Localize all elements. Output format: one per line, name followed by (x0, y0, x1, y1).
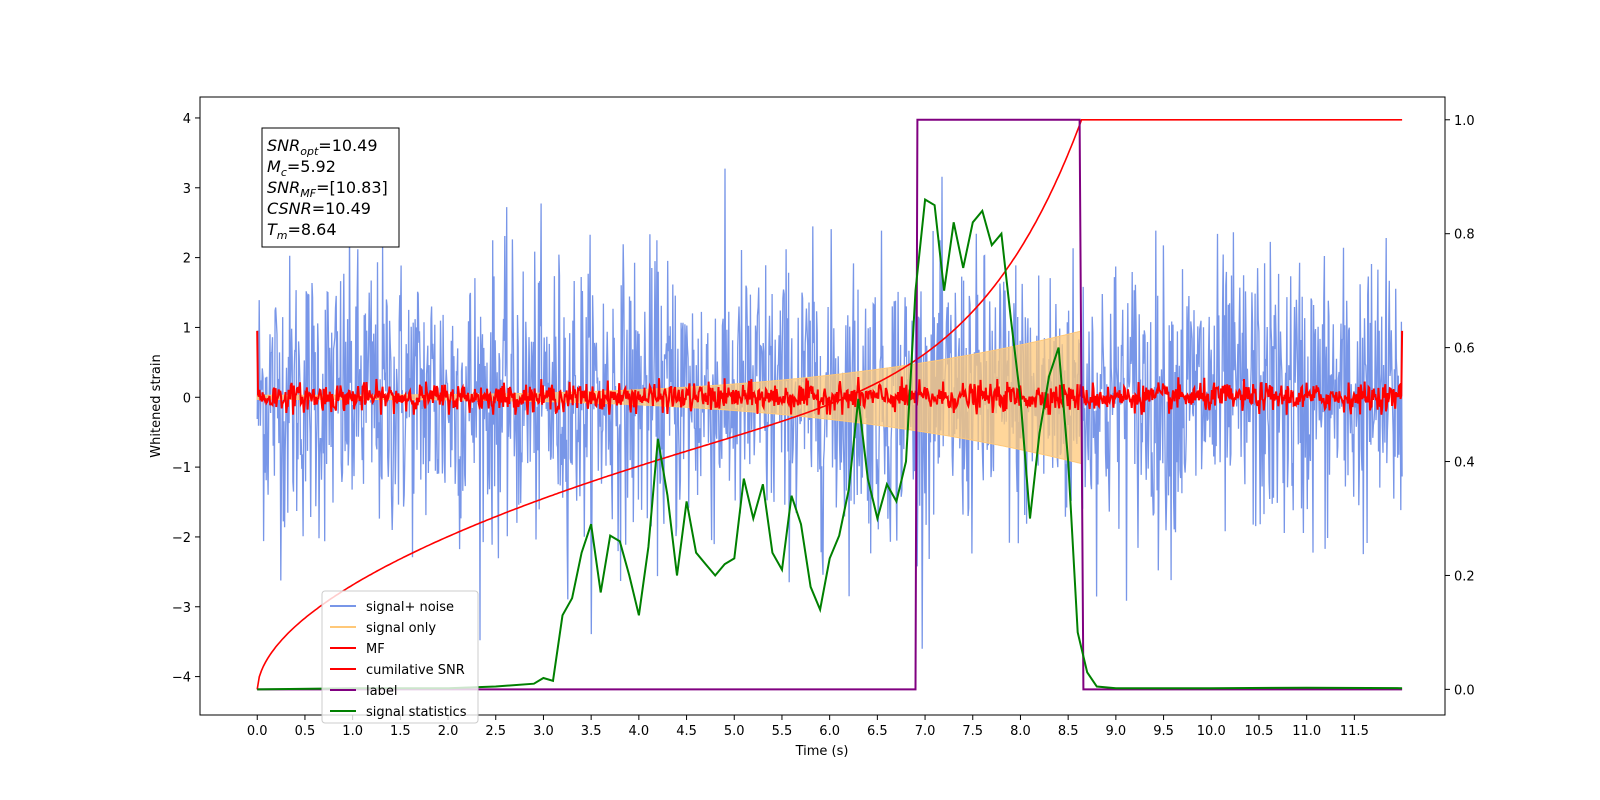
y-tick-label: 2 (183, 252, 191, 267)
x-tick-label: 9.0 (1106, 724, 1127, 739)
series-signal-statistics (257, 197, 1403, 691)
y-tick-label: −2 (172, 531, 191, 546)
y-tick-label: 4 (183, 112, 191, 127)
stat-line: SNRopt=10.49 (267, 136, 378, 158)
x-tick-label: 11.5 (1340, 724, 1369, 739)
stats-box: SNRopt=10.49Mc=5.92SNRMF=[10.83]CSNR=10.… (261, 127, 400, 248)
legend: signal+ noise signal only MF cumilative SNR… (321, 590, 479, 724)
legend-label: label (366, 684, 397, 699)
x-tick-label: 8.0 (1010, 724, 1031, 739)
y-tick-label: −4 (172, 671, 191, 686)
x-axis: 0.0 0.5 1.0 1.5 2.0 2.5 3.0 3.5 4.0 4.5 5.0 5.5 6.0 6… (247, 715, 1369, 739)
x-tick-label: 2.0 (438, 724, 459, 739)
x-tick-label: 3.0 (533, 724, 554, 739)
legend-label: MF (366, 642, 385, 657)
x-tick-label: 9.5 (1153, 724, 1174, 739)
legend-label: signal only (366, 621, 436, 636)
legend-label: cumilative SNR (366, 663, 465, 678)
y2-tick-label: 0.4 (1454, 456, 1475, 471)
stat-line: Tm=8.64 (267, 220, 337, 242)
x-tick-label: 1.5 (390, 724, 411, 739)
x-tick-label: 0.5 (295, 724, 316, 739)
stat-line: CSNR=10.49 (267, 199, 371, 218)
series-label (257, 118, 1403, 691)
x-tick-label: 7.5 (962, 724, 983, 739)
stat-line: Mc=5.92 (267, 157, 336, 179)
y-tick-label: 0 (183, 391, 191, 406)
series-layer (256, 118, 1404, 691)
y2-tick-label: 0.8 (1454, 228, 1475, 243)
x-tick-label: 3.5 (581, 724, 602, 739)
x-tick-label: 2.5 (485, 724, 506, 739)
series-cumulative-snr (256, 119, 1403, 690)
axes-frame (199, 96, 1446, 716)
x-tick-label: 8.5 (1058, 724, 1079, 739)
x-tick-label: 10.5 (1244, 724, 1273, 739)
x-tick-label: 0.0 (247, 724, 268, 739)
x-tick-label: 1.0 (342, 724, 363, 739)
y2-tick-label: 0.6 (1454, 342, 1475, 357)
x-tick-label: 6.5 (867, 724, 888, 739)
y-tick-label: −3 (172, 601, 191, 616)
legend-label: signal+ noise (366, 600, 454, 615)
y-axis-right: 0.0 0.2 0.4 0.6 0.8 1.0 (1445, 114, 1475, 698)
x-tick-label: 6.0 (819, 724, 840, 739)
x-axis-label: Time (s) (795, 744, 849, 759)
x-tick-label: 5.0 (724, 724, 745, 739)
y-tick-label: −1 (172, 461, 191, 476)
x-tick-label: 11.0 (1292, 724, 1321, 739)
x-tick-label: 5.5 (772, 724, 793, 739)
x-tick-label: 4.5 (676, 724, 697, 739)
x-tick-label: 7.0 (915, 724, 936, 739)
x-tick-label: 4.0 (629, 724, 650, 739)
series-mf (256, 330, 1404, 415)
legend-label: signal statistics (366, 705, 467, 720)
y-axis-label: Whitened strain (149, 354, 164, 457)
y-tick-label: 3 (183, 182, 191, 197)
stat-line: SNRMF=[10.83] (267, 178, 388, 200)
y2-tick-label: 1.0 (1454, 114, 1475, 129)
y-axis-left: −4 −3 −2 −1 0 1 2 3 4 (172, 112, 200, 686)
y2-tick-label: 0.0 (1454, 683, 1475, 698)
y-tick-label: 1 (183, 321, 191, 336)
x-tick-label: 10.0 (1197, 724, 1226, 739)
y2-tick-label: 0.2 (1454, 569, 1475, 584)
